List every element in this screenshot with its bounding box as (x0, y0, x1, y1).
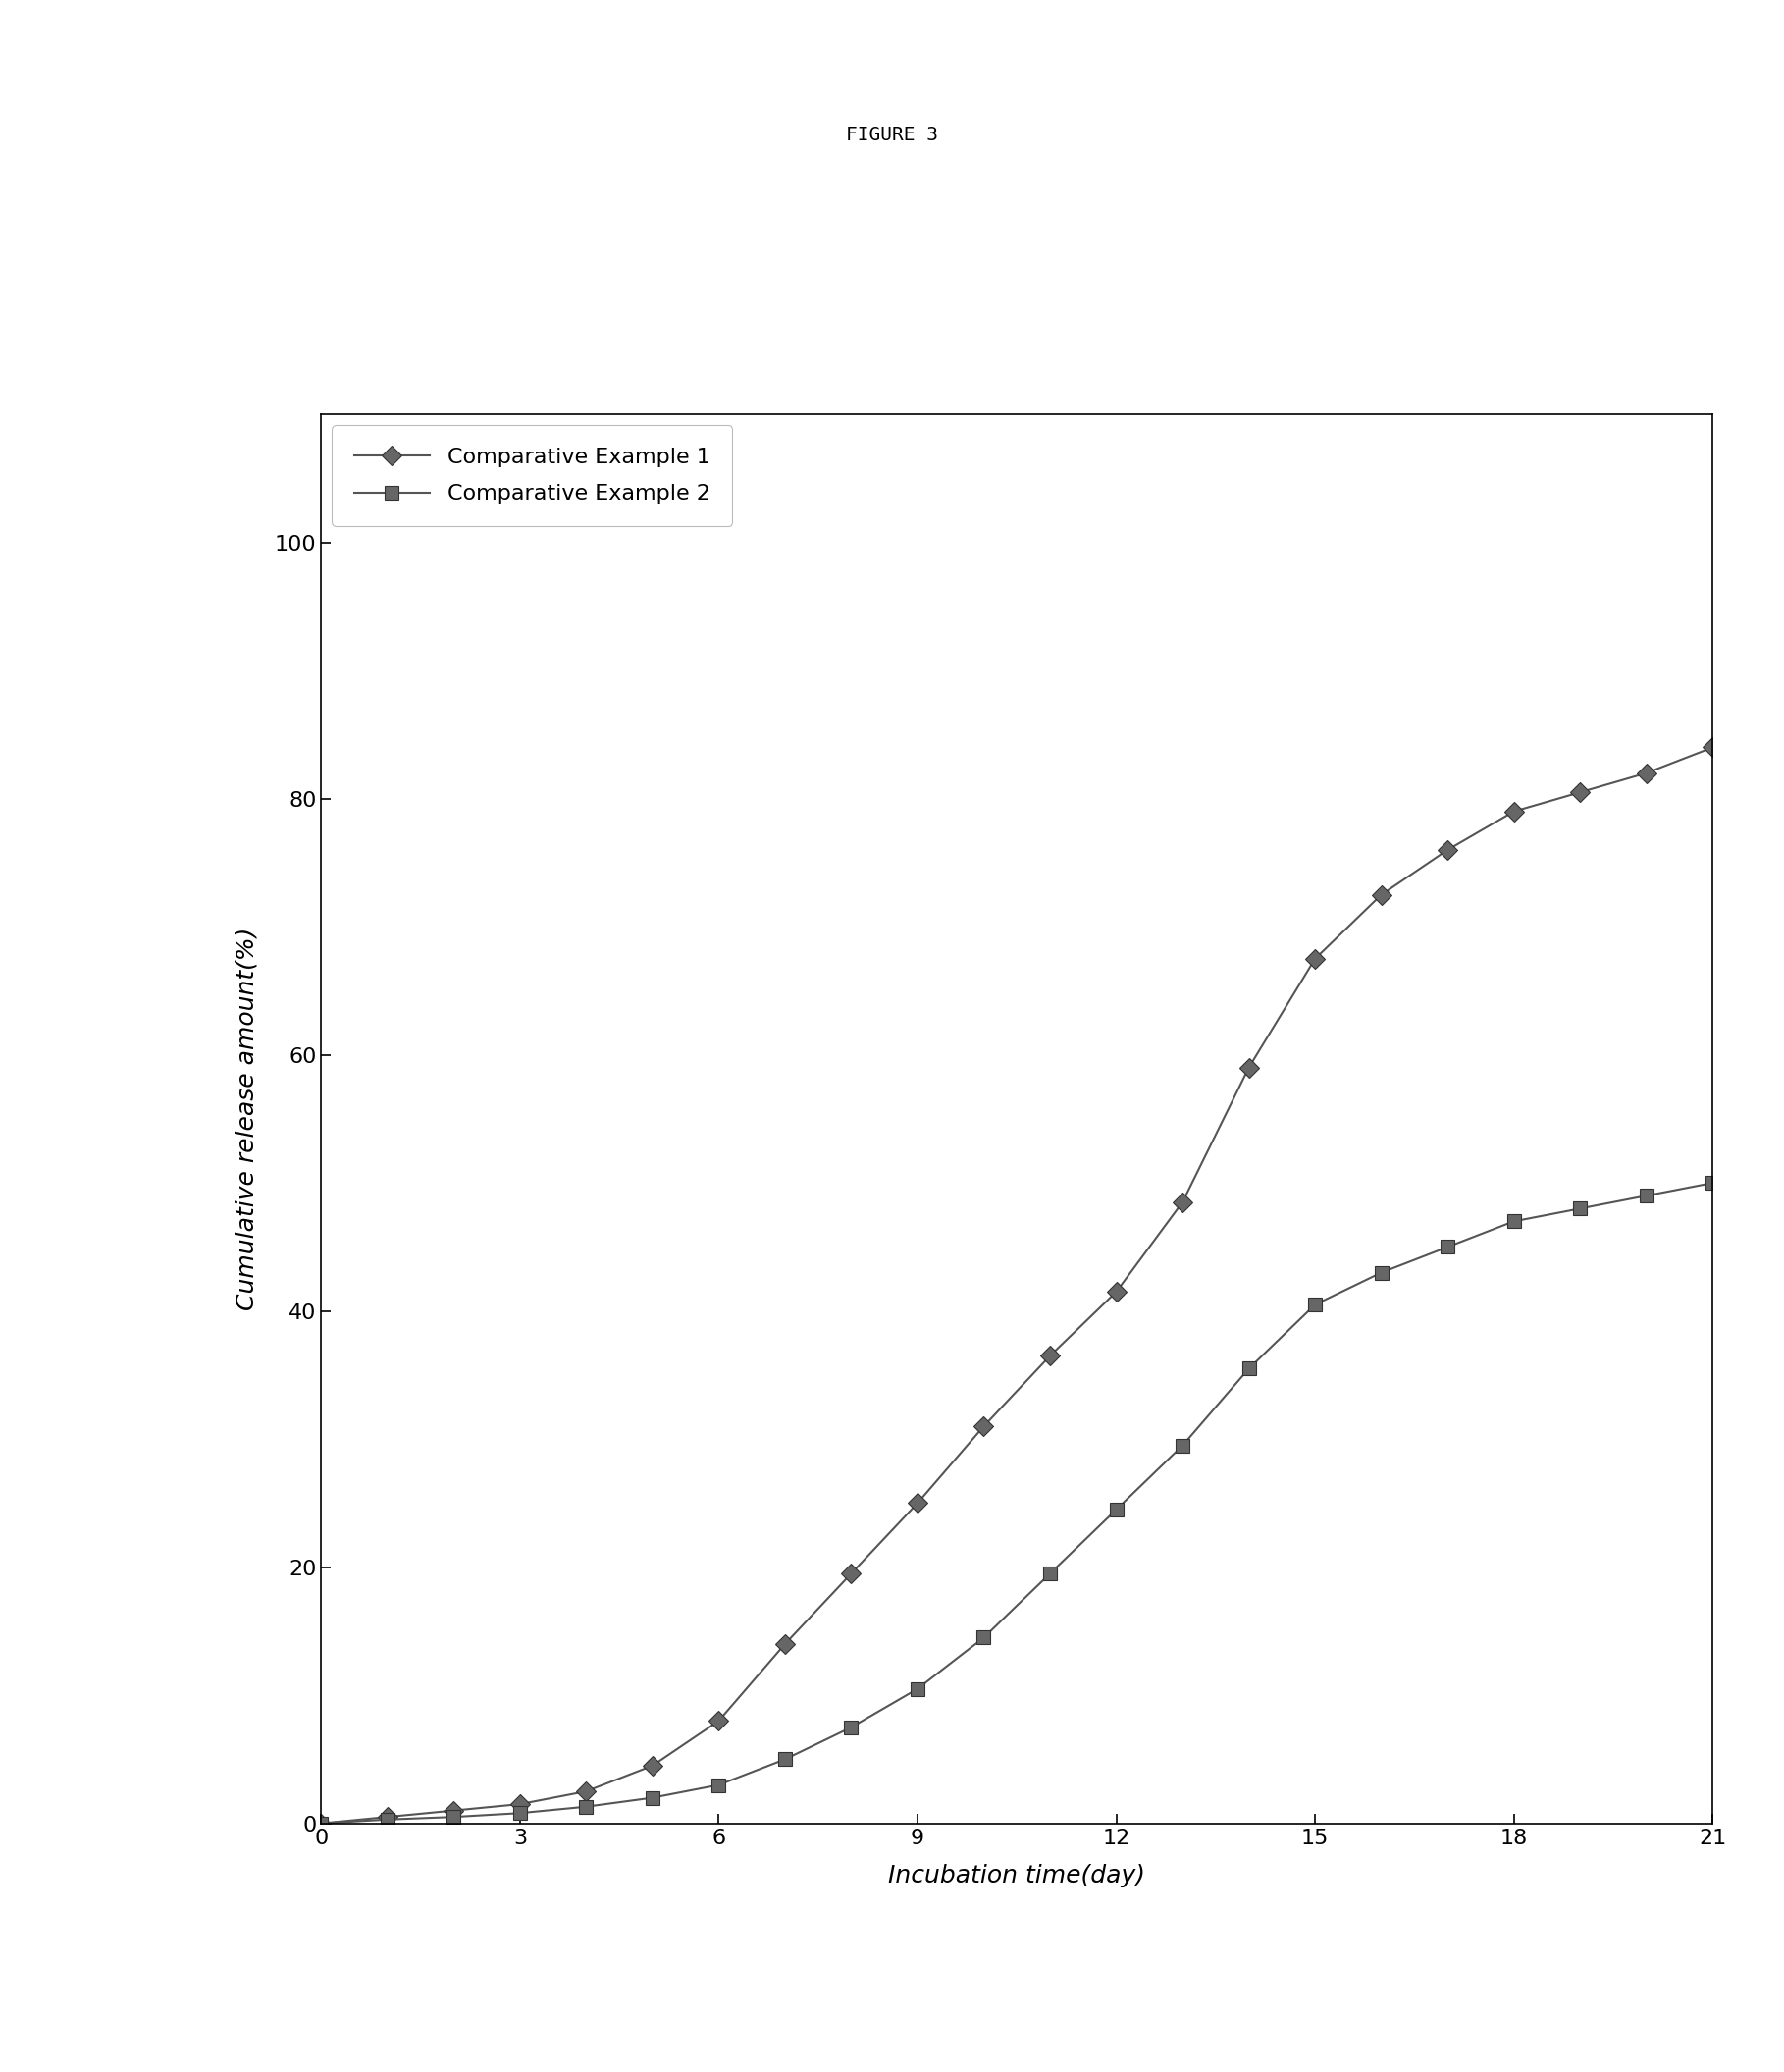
Comparative Example 1 (1504, 800, 1525, 825)
Text: FIGURE 3: FIGURE 3 (846, 124, 938, 145)
Comparative Example 2 (1436, 1235, 1458, 1260)
Comparative Example 1 (376, 1805, 398, 1830)
Comparative Example 2 (1504, 1208, 1525, 1233)
Comparative Example 2 (1636, 1183, 1657, 1208)
Line: Comparative Example 1: Comparative Example 1 (314, 740, 1720, 1830)
Comparative Example 1 (1436, 837, 1458, 862)
Comparative Example 1 (1304, 947, 1326, 972)
Comparative Example 2 (642, 1786, 664, 1811)
Comparative Example 1 (1106, 1278, 1127, 1303)
Comparative Example 1 (708, 1709, 730, 1734)
Comparative Example 1 (576, 1780, 598, 1805)
Comparative Example 2 (1238, 1357, 1260, 1382)
Comparative Example 1 (774, 1631, 796, 1656)
Comparative Example 2 (1106, 1498, 1127, 1523)
Comparative Example 2 (840, 1716, 862, 1740)
Comparative Example 2 (576, 1794, 598, 1819)
Comparative Example 1 (1370, 883, 1392, 908)
Comparative Example 1 (1636, 760, 1657, 785)
Comparative Example 1 (508, 1792, 530, 1817)
Comparative Example 2 (708, 1772, 730, 1796)
X-axis label: Incubation time(day): Incubation time(day) (888, 1865, 1145, 1888)
Comparative Example 1 (642, 1753, 664, 1778)
Comparative Example 1 (310, 1811, 332, 1836)
Comparative Example 1 (1570, 779, 1591, 804)
Comparative Example 2 (1570, 1196, 1591, 1220)
Comparative Example 2 (1370, 1260, 1392, 1285)
Comparative Example 1 (1040, 1343, 1061, 1368)
Comparative Example 2 (906, 1676, 928, 1701)
Comparative Example 2 (1702, 1171, 1723, 1196)
Comparative Example 1 (1702, 736, 1723, 760)
Comparative Example 1 (442, 1798, 464, 1823)
Comparative Example 1 (1238, 1055, 1260, 1080)
Comparative Example 2 (1172, 1434, 1193, 1459)
Line: Comparative Example 2: Comparative Example 2 (314, 1177, 1720, 1830)
Legend: Comparative Example 1, Comparative Example 2: Comparative Example 1, Comparative Examp… (332, 425, 731, 526)
Comparative Example 2 (376, 1807, 398, 1832)
Comparative Example 2 (774, 1747, 796, 1772)
Comparative Example 2 (508, 1801, 530, 1825)
Comparative Example 1 (972, 1413, 994, 1438)
Comparative Example 1 (1172, 1189, 1193, 1214)
Y-axis label: Cumulative release amount(%): Cumulative release amount(%) (235, 928, 259, 1310)
Comparative Example 2 (1040, 1560, 1061, 1585)
Comparative Example 2 (972, 1624, 994, 1649)
Comparative Example 1 (906, 1490, 928, 1515)
Comparative Example 2 (442, 1805, 464, 1830)
Comparative Example 2 (310, 1811, 332, 1836)
Comparative Example 2 (1304, 1293, 1326, 1318)
Comparative Example 1 (840, 1560, 862, 1585)
